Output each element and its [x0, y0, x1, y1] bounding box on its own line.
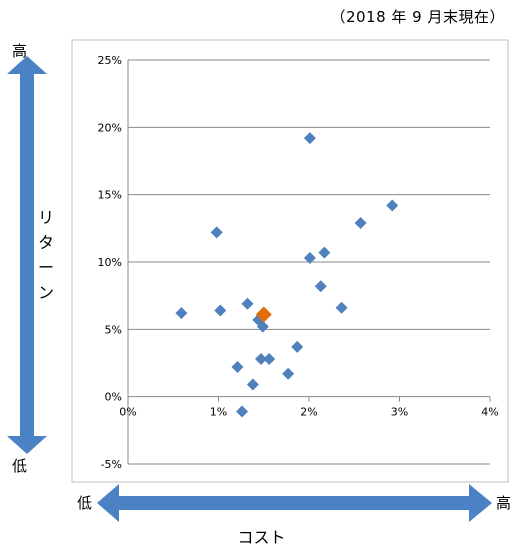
data-point [256, 320, 269, 333]
data-point [214, 304, 227, 317]
x-tick-label: 3% [391, 406, 408, 419]
y-axis-title-char: タ [37, 233, 54, 252]
x-axis-arrow [97, 484, 492, 522]
x-axis-low-label: 低 [77, 494, 93, 512]
data-point [282, 367, 295, 380]
x-tick-label: 2% [300, 406, 317, 419]
y-axis-title-char: ン [37, 283, 54, 302]
data-point [335, 301, 348, 314]
y-axis-low-label: 低 [12, 457, 28, 475]
y-tick-label: 0% [105, 391, 122, 404]
plot-area: -5% 0% 5% 10% 15% 20% 25% 0% 1% 2% 3% 4% [98, 54, 499, 471]
data-point [210, 226, 223, 239]
y-axis-arrow [7, 56, 47, 454]
data-point [386, 199, 399, 212]
x-axis-high-label: 高 [496, 494, 512, 512]
chart-border [71, 39, 509, 483]
y-axis-title: リ タ ー ン [36, 205, 56, 305]
data-point [314, 280, 327, 293]
data-point [231, 361, 244, 374]
y-tick-label: -5% [101, 458, 122, 471]
y-axis-title-char: ー [37, 258, 54, 277]
data-point [241, 297, 254, 310]
data-point [291, 340, 304, 353]
x-tick-label: 1% [210, 406, 227, 419]
data-point [175, 307, 188, 320]
y-tick-label: 15% [98, 189, 122, 202]
data-point [263, 352, 276, 365]
data-point [255, 352, 268, 365]
y-axis-high-label: 高 [12, 42, 28, 60]
data-point [303, 132, 316, 145]
data-point [303, 251, 316, 264]
data-point [236, 405, 249, 418]
y-tick-label: 10% [98, 256, 122, 269]
date-note: （2018 年 9 月末現在） [330, 8, 505, 26]
y-axis-title-char: リ [37, 208, 54, 227]
data-point [246, 378, 259, 391]
x-axis-title: コスト [237, 528, 286, 547]
highlighted-data-point [255, 306, 272, 323]
data-point [354, 216, 367, 229]
data-point [318, 246, 331, 259]
y-tick-label: 5% [105, 323, 122, 336]
y-tick-label: 25% [98, 54, 122, 67]
x-tick-label: 0% [119, 406, 136, 419]
x-tick-label: 4% [481, 406, 498, 419]
y-tick-label: 20% [98, 121, 122, 134]
